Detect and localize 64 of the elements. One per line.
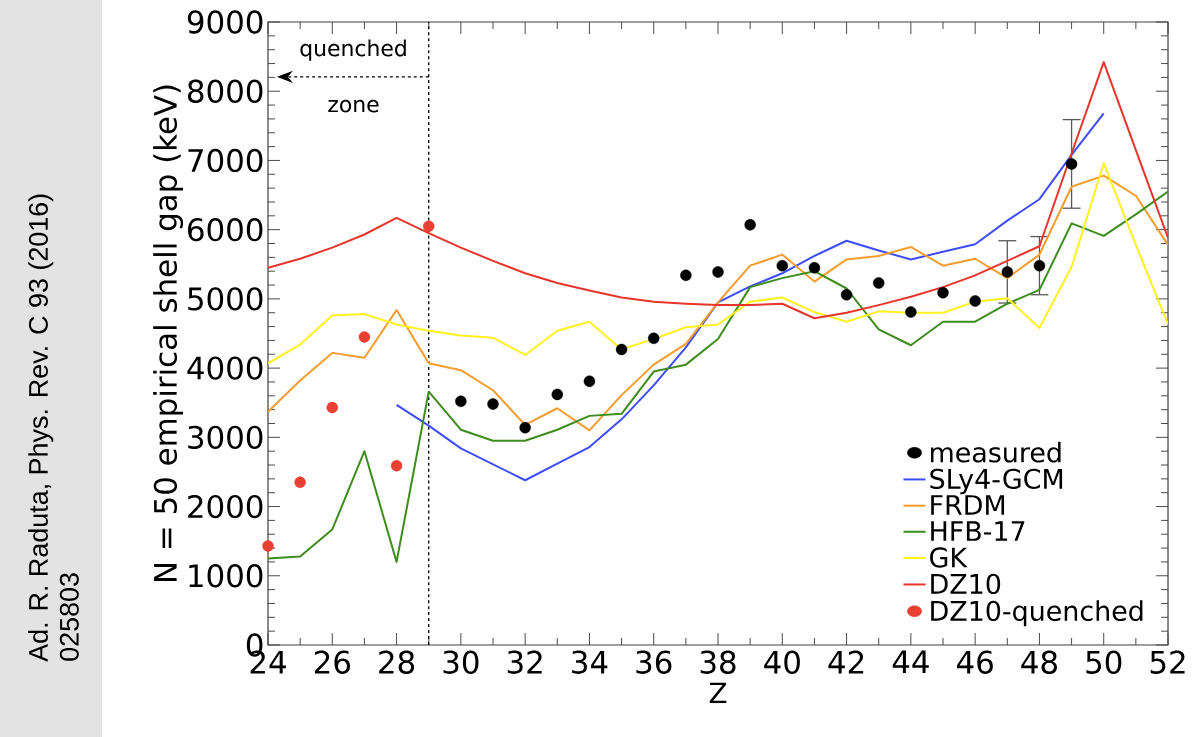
point [1065, 158, 1078, 170]
legend-label: DZ10-quenched [931, 600, 1143, 627]
legend-label: measured [931, 441, 1061, 463]
x-tick-label: 28 [379, 650, 415, 674]
point [680, 269, 692, 282]
point [905, 306, 917, 318]
y-tick-label: 1000 [189, 564, 263, 588]
point [487, 398, 499, 410]
x-tick-label: 52 [1150, 650, 1185, 674]
point [712, 266, 724, 278]
x-tick-label: 34 [572, 650, 608, 674]
point [808, 262, 821, 274]
point [423, 220, 435, 232]
annotation: quenched [300, 39, 406, 61]
line-series [268, 162, 1169, 365]
point [358, 331, 371, 343]
point [776, 259, 788, 272]
point [840, 289, 853, 301]
line-series [268, 61, 1169, 320]
point [1001, 266, 1013, 278]
legend-label: DZ10 [931, 573, 1001, 595]
point [455, 395, 467, 408]
x-tick-label: 42 [828, 650, 864, 674]
y-tick-label: 8000 [187, 79, 263, 103]
legend-label: SLy4-GCM [930, 468, 1063, 495]
annotation: zone [328, 99, 379, 113]
point [1033, 259, 1046, 272]
text: Ad. R. Raduta, Phys. Rev. C 93 (2016) 025803 [28, 194, 79, 662]
y-tick-label: 3000 [188, 425, 263, 450]
x-axis-title: Z [709, 682, 727, 704]
point [519, 421, 531, 434]
point [390, 460, 403, 472]
x-tick-label: 38 [700, 650, 736, 674]
point [551, 388, 563, 401]
legend-label: GK [930, 547, 968, 568]
point [969, 295, 981, 307]
point [937, 286, 949, 299]
y-tick-label: 6000 [188, 217, 263, 242]
x-tick-label: 40 [764, 650, 800, 674]
point [583, 375, 596, 387]
x-tick-label: 50 [1086, 650, 1122, 674]
point [262, 540, 274, 552]
legend-label: HFB-17 [931, 521, 1025, 541]
x-tick-label: 46 [957, 650, 993, 674]
x-tick-label: 44 [892, 650, 929, 674]
y-tick-label: 4000 [187, 356, 263, 380]
point [744, 219, 756, 231]
point [648, 332, 660, 345]
point [326, 401, 338, 414]
y-axis-title: N = 50 empirical shell gap (keV) [153, 85, 184, 582]
legend-label: FRDM [931, 495, 1005, 515]
point [294, 476, 306, 489]
x-tick-label: 26 [314, 650, 350, 674]
x-tick-label: 36 [636, 650, 672, 674]
line-series [268, 174, 1169, 432]
x-tick-label: 32 [507, 650, 542, 674]
x-tick-label: 30 [443, 650, 479, 674]
x-tick-label: 48 [1021, 650, 1057, 674]
y-tick-label: 9000 [187, 10, 263, 34]
y-tick-label: 7000 [188, 148, 263, 173]
point [873, 277, 885, 289]
point [615, 343, 628, 356]
y-tick-label: 5000 [188, 287, 263, 311]
y-tick-label: 2000 [188, 494, 263, 519]
